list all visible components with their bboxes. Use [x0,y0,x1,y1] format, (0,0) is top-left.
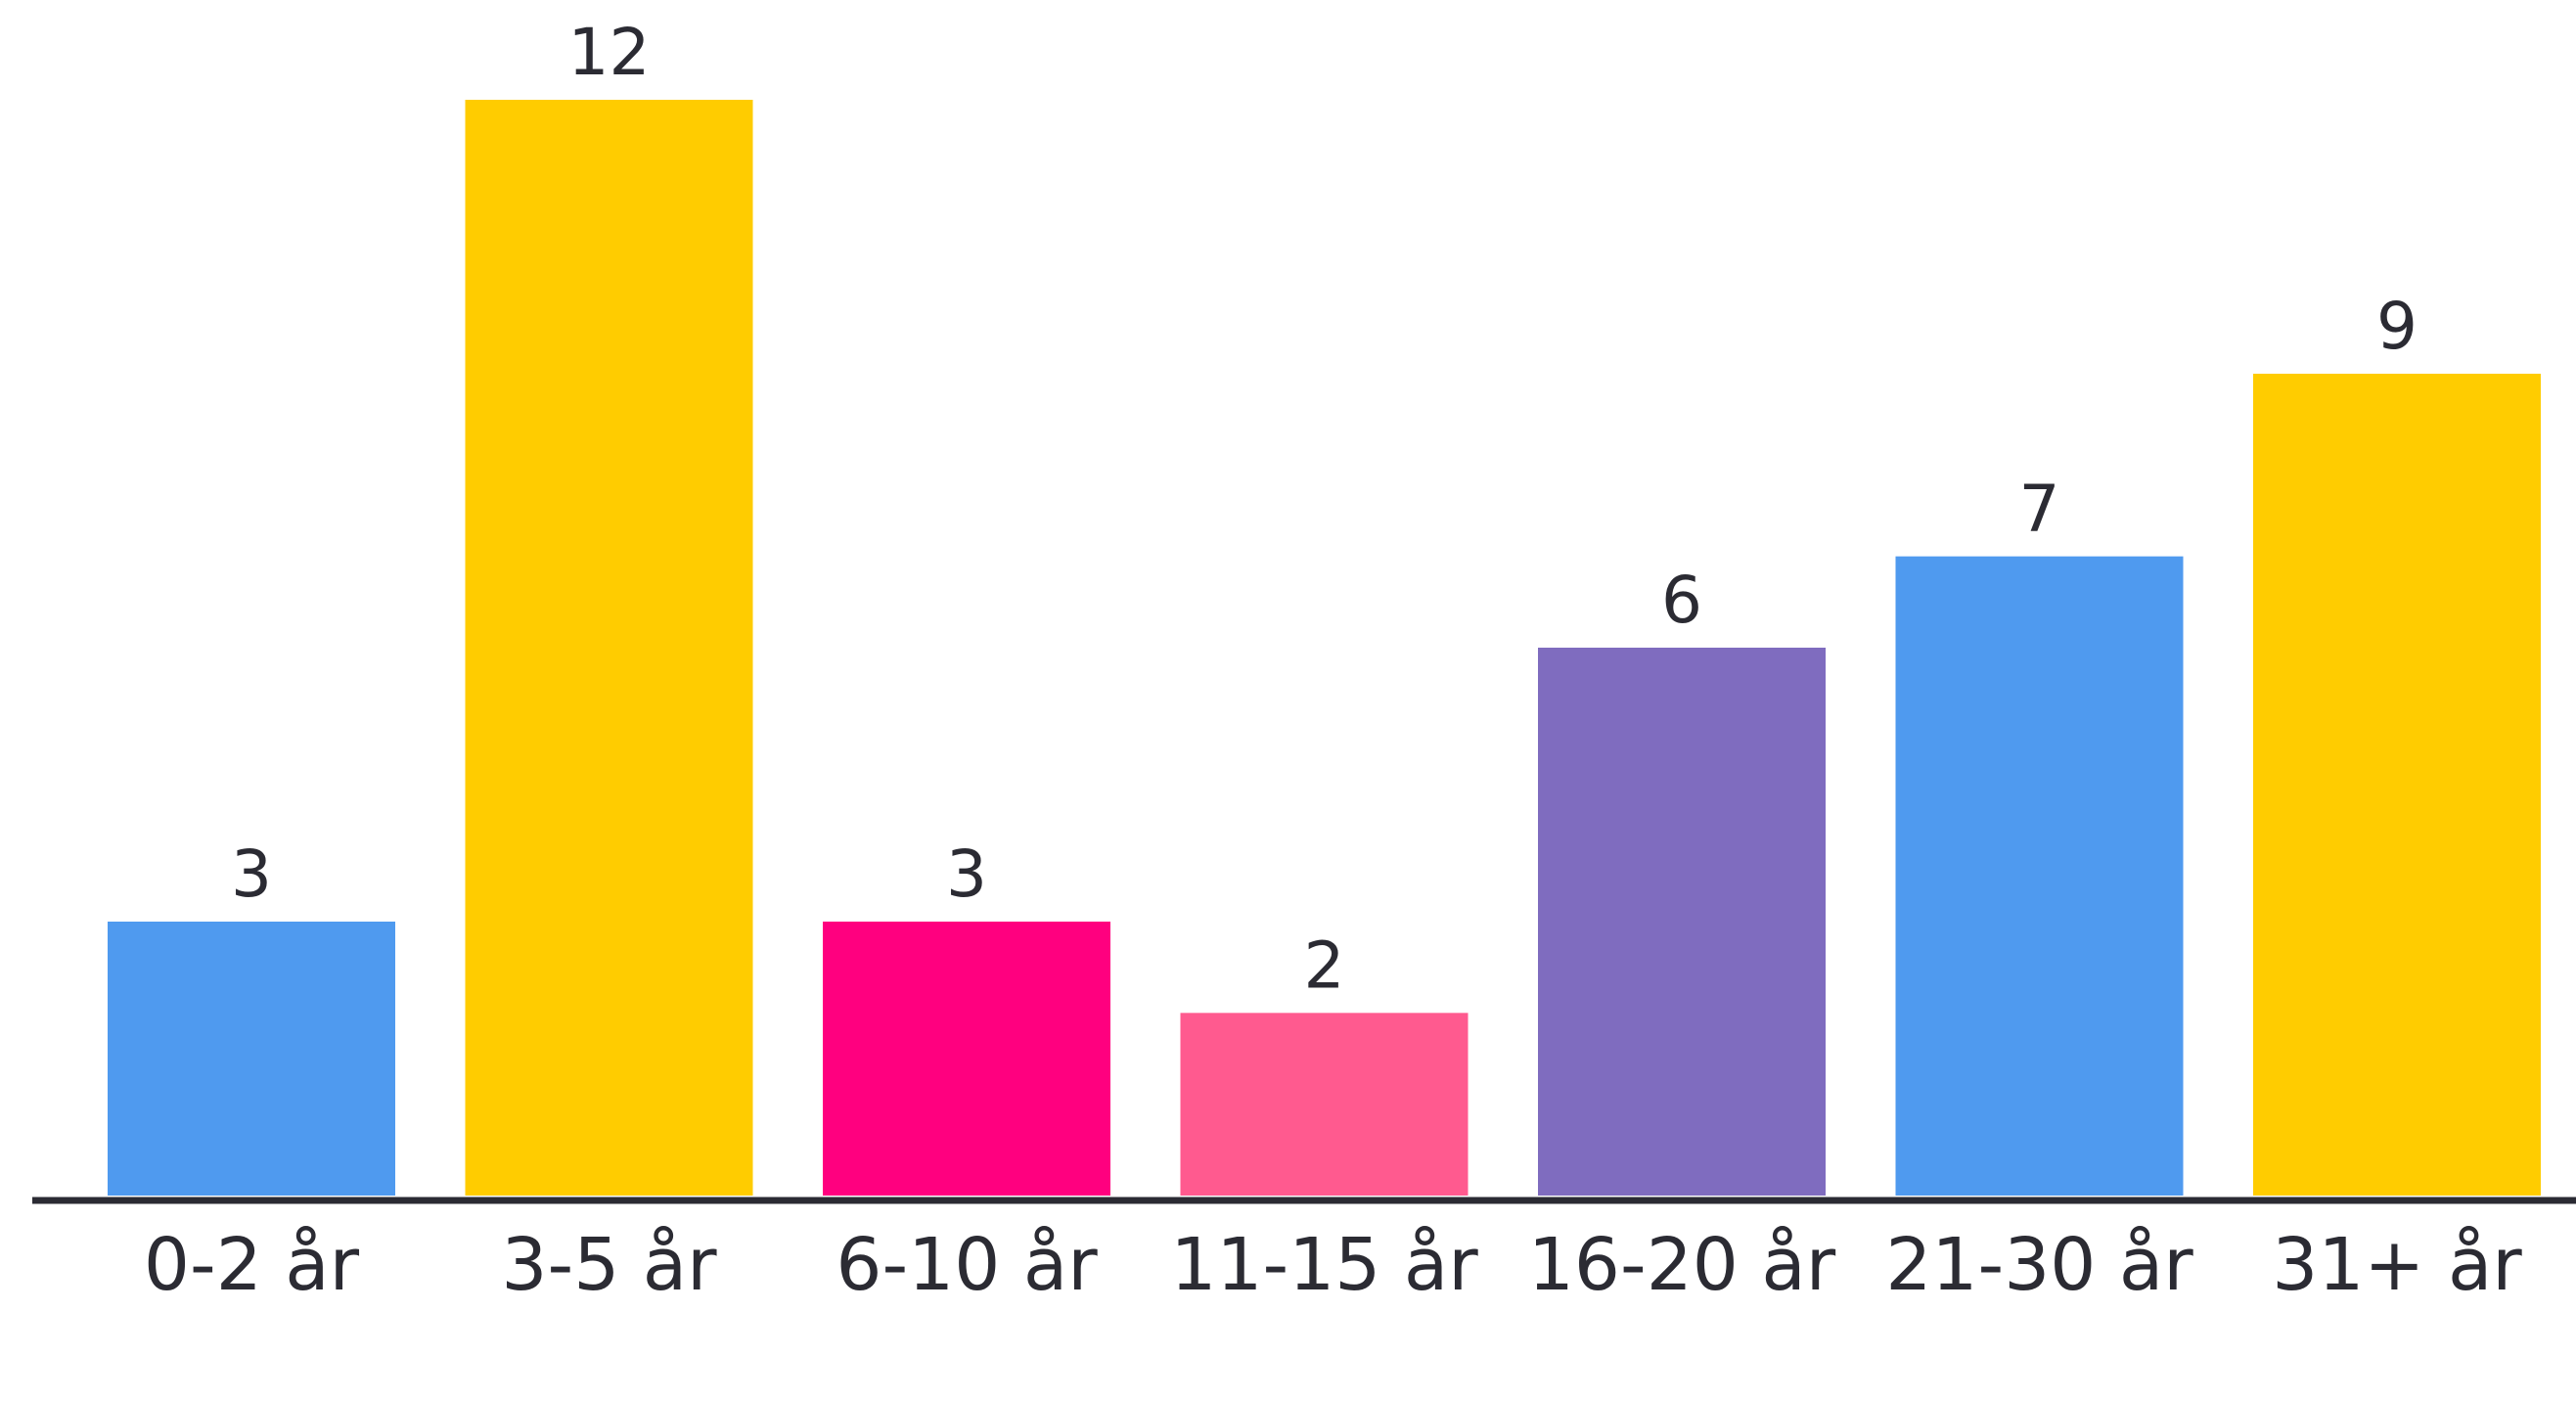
bar-6 [2253,374,2541,1196]
bar-3 [1180,1013,1469,1196]
bar-value-label: 9 [2376,289,2418,364]
bar-4 [1538,648,1826,1196]
bar-5 [1895,556,2184,1196]
x-tick-label: 6-10 år [836,1223,1098,1307]
bar-value-label: 12 [568,15,651,90]
bar-1 [465,100,753,1196]
x-tick-labels: 0-2 år 3-5 år 6-10 år 11-15 år 16-20 år 21-30… [144,1223,2522,1307]
x-tick-label: 3-5 år [501,1223,717,1307]
bar-value-label: 6 [1661,563,1702,638]
bar-0 [108,922,395,1196]
bars-layer [108,100,2541,1196]
x-tick-label: 16-20 år [1528,1223,1836,1307]
bar-value-label: 2 [1304,927,1345,1003]
bar-2 [823,922,1110,1196]
x-tick-label: 31+ år [2272,1223,2522,1307]
bar-value-label: 3 [231,836,272,912]
x-tick-label: 21-30 år [1885,1223,2193,1307]
bar-value-label: 3 [946,836,987,912]
x-tick-label: 11-15 år [1170,1223,1478,1307]
x-tick-label: 0-2 år [144,1223,360,1307]
value-labels-layer: 3 12 3 2 6 7 9 [231,15,2418,1003]
bar-value-label: 7 [2019,472,2060,547]
